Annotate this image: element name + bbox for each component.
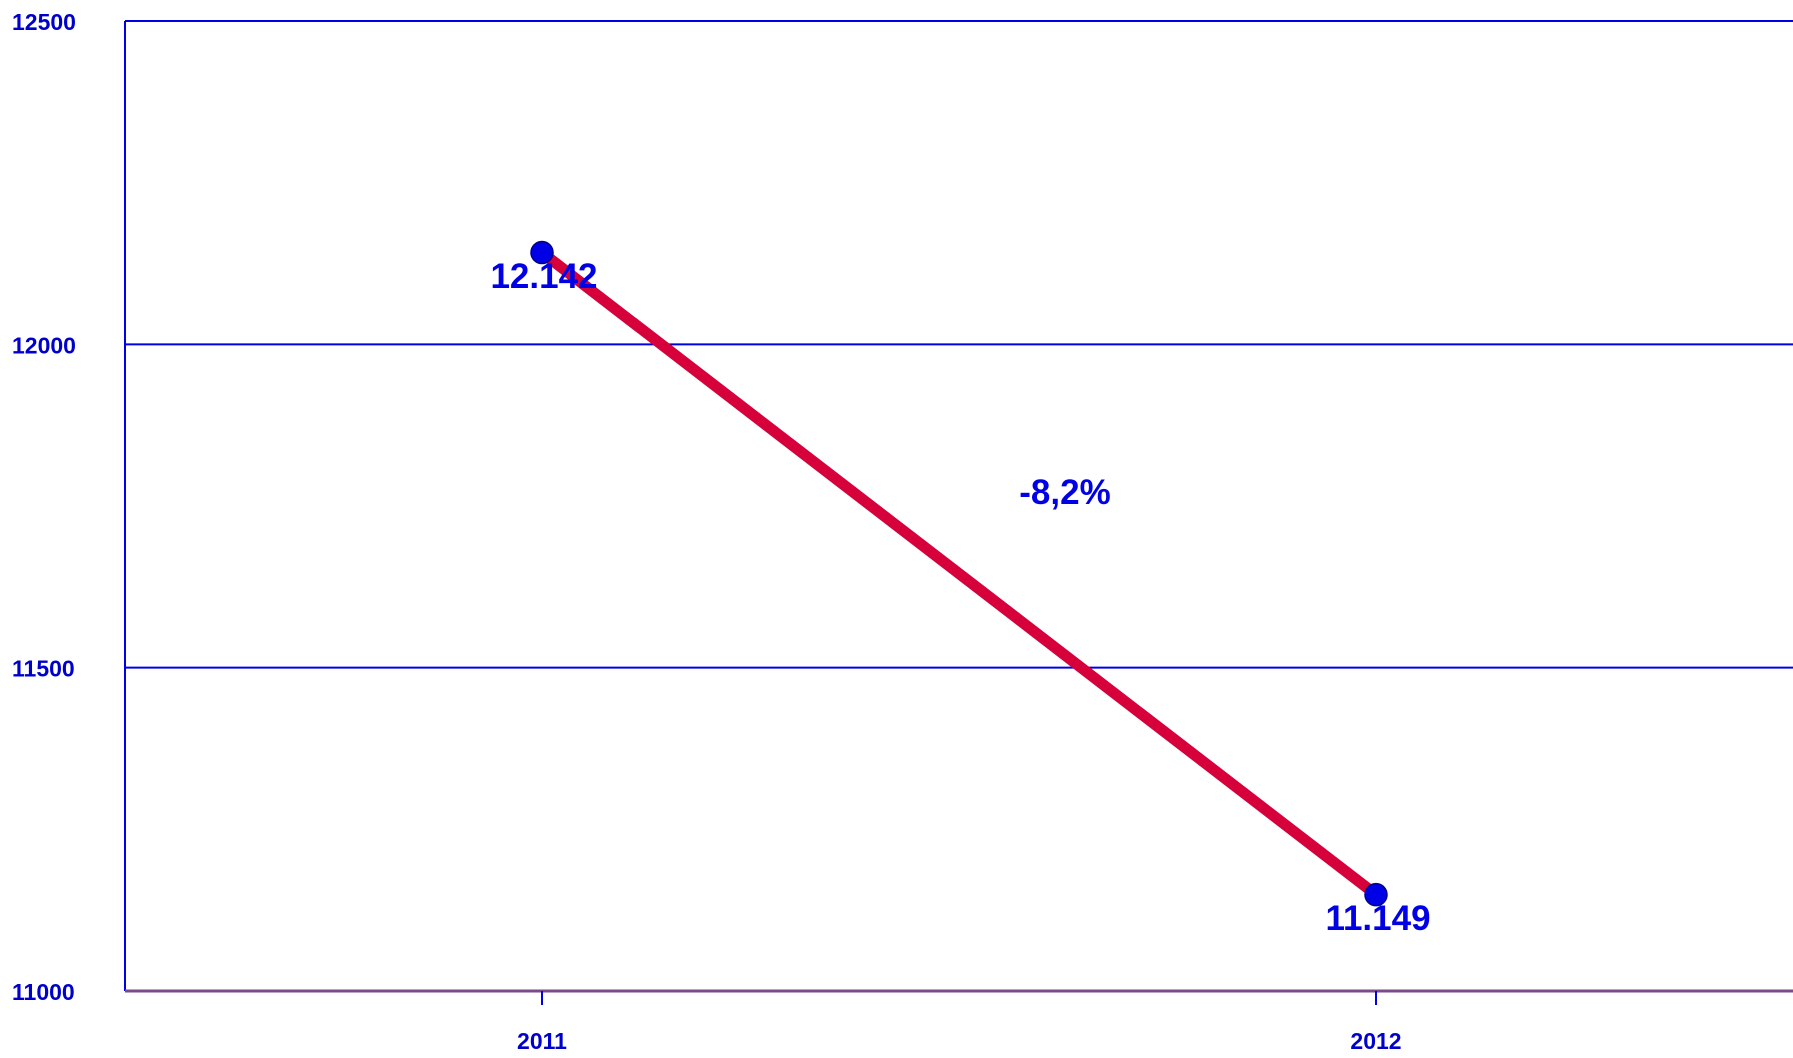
- x-tick-label: 2011: [517, 1028, 567, 1054]
- line: [536, 247, 1382, 901]
- marker: [530, 240, 554, 265]
- y-tick-label: 12000: [12, 332, 76, 358]
- x-tick-label: 2012: [1350, 1028, 1401, 1054]
- marker: [1364, 882, 1388, 907]
- y-tick-label: 12500: [12, 9, 76, 35]
- y-tick-label: 11500: [12, 656, 75, 682]
- annotation: -8,2%: [1019, 473, 1110, 512]
- value-label: 11.149: [1325, 899, 1430, 938]
- value-label: 12.142: [490, 257, 597, 296]
- y-tick-label: 11000: [12, 979, 75, 1005]
